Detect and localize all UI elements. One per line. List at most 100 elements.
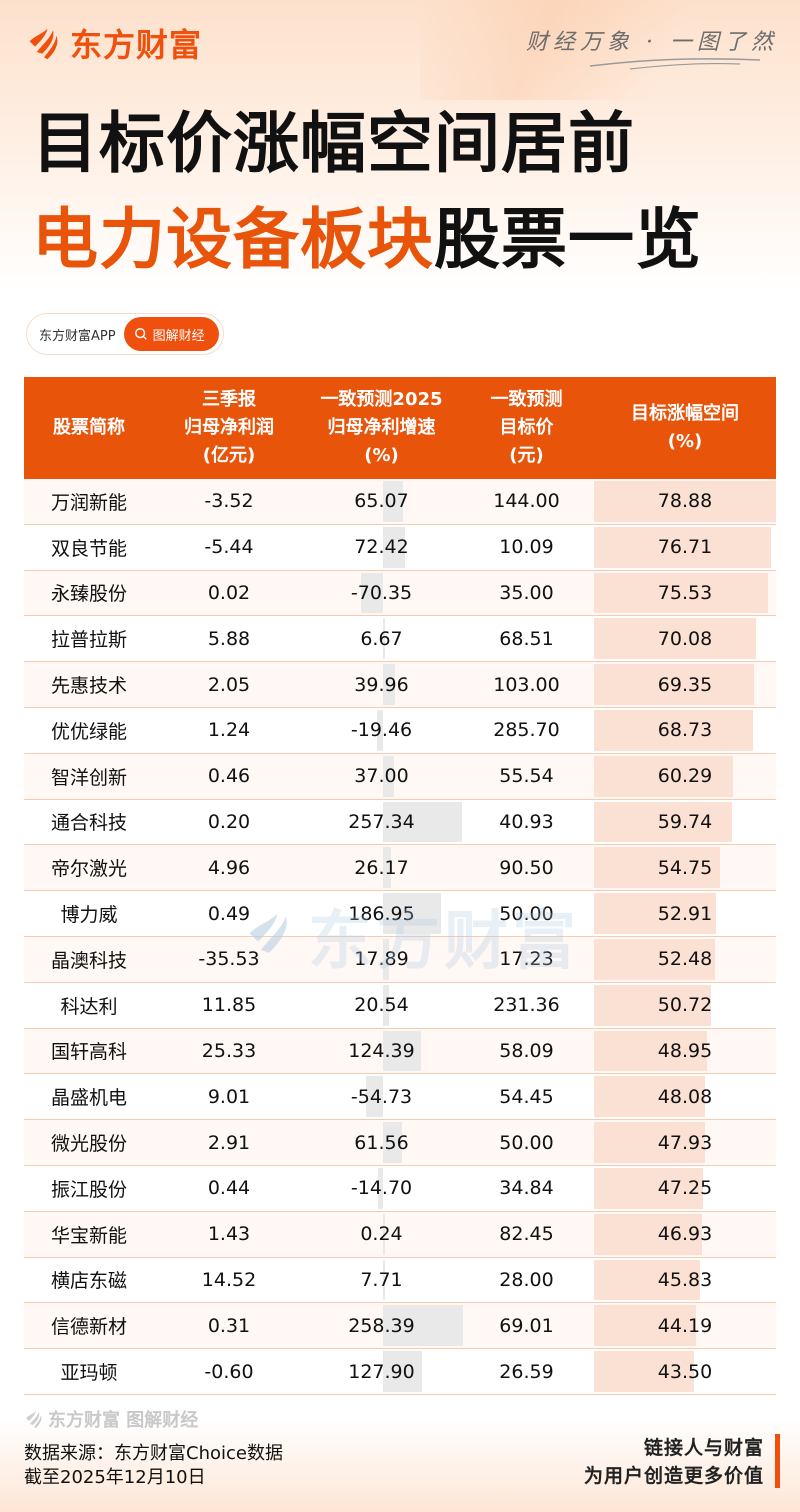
data-date: 截至2025年12月10日	[24, 1467, 206, 1488]
cell-name: 通合科技	[24, 800, 154, 845]
cell-value: 0.20	[207, 810, 251, 833]
table-body: 万润新能 -3.52 65.07 144.00 78.88 双良节能 -5.44 72.42 1…	[24, 479, 776, 1395]
column-header-line: (亿元)	[202, 445, 256, 466]
cell-value: 10.09	[499, 536, 554, 559]
cell-name: 永臻股份	[24, 571, 154, 616]
upside-bar	[594, 1122, 705, 1163]
growth-bar	[383, 526, 406, 568]
cell-value: 44.19	[657, 1314, 713, 1337]
brand-logo-icon	[29, 28, 58, 60]
cell-value: 7.71	[360, 1268, 403, 1291]
upside-bar	[594, 755, 734, 797]
cell-target-price: 40.93	[459, 800, 594, 845]
cell-value: 信德新材	[50, 1316, 127, 1339]
cell-value: 90.50	[499, 856, 554, 879]
column-header-line: 一致预测2025	[320, 389, 443, 410]
data-source: 数据来源：东方财富Choice数据	[24, 1443, 283, 1464]
cell-value: 0.46	[207, 765, 251, 788]
search-button[interactable]: 图解财经	[123, 317, 219, 351]
app-search-pill: 东方财富APP 图解财经	[26, 313, 224, 355]
footer-brand-text: 东方财富 图解财经	[48, 1410, 199, 1431]
column-header: 股票简称	[24, 377, 154, 479]
cell-growth-2025: 6.67	[304, 616, 459, 661]
cell-value: 万润新能	[50, 491, 127, 514]
column-header-line: (%)	[667, 431, 703, 452]
cell-value: 103.00	[493, 673, 560, 696]
upside-bar	[594, 664, 754, 705]
stock-table: 股票简称 三季报 归母净利润 (亿元) 一致预测2025 归母净利增速 (%) 一致预测 目标价…	[24, 377, 776, 1395]
cell-value: 11.85	[201, 994, 257, 1017]
cell-q3-profit: 0.02	[154, 571, 304, 616]
cell-q3-profit: 2.91	[154, 1120, 304, 1165]
cell-name: 信德新材	[24, 1303, 154, 1348]
cell-growth-2025: 17.89	[304, 937, 459, 982]
cell-value: -5.44	[204, 536, 254, 559]
cell-target-price: 285.70	[459, 708, 594, 753]
cell-value: -3.52	[204, 490, 254, 513]
table-row: 帝尔激光 4.96 26.17 90.50 54.75	[24, 845, 776, 892]
cell-q3-profit: 11.85	[154, 983, 304, 1028]
cell-upside: 78.88	[594, 479, 776, 524]
cell-upside: 60.29	[594, 754, 776, 799]
cell-value: 48.95	[657, 1039, 713, 1062]
cell-name: 晶澳科技	[24, 937, 154, 982]
brand-name: 东方财富	[70, 26, 203, 64]
cell-q3-profit: 0.49	[154, 891, 304, 936]
cell-target-price: 144.00	[459, 479, 594, 524]
growth-bar	[377, 709, 383, 751]
table-header: 股票简称 三季报 归母净利润 (亿元) 一致预测2025 归母净利增速 (%) 一致预测 目标价…	[24, 377, 776, 479]
cell-value: 231.36	[493, 994, 560, 1017]
cell-value: 国轩高科	[50, 1041, 127, 1064]
cell-q3-profit: 5.88	[154, 616, 304, 661]
cell-value: 科达利	[60, 995, 118, 1018]
cell-value: 26.17	[354, 856, 409, 879]
cell-upside: 45.83	[594, 1258, 776, 1303]
growth-bar	[383, 755, 395, 797]
table-row: 科达利 11.85 20.54 231.36 50.72	[24, 982, 776, 1029]
cell-value: 72.42	[354, 536, 409, 559]
cell-value: 华宝新能	[50, 1224, 127, 1247]
cell-name: 智洋创新	[24, 754, 154, 799]
cell-value: 65.07	[354, 490, 409, 513]
cell-value: 26.59	[499, 1360, 554, 1383]
cell-value: 52.48	[657, 948, 713, 971]
cell-value: 横店东磁	[50, 1270, 127, 1293]
cell-value: 35.00	[499, 581, 554, 604]
cell-growth-2025: 186.95	[304, 891, 459, 936]
cell-value: 先惠技术	[50, 675, 127, 698]
upside-bar	[594, 984, 712, 1026]
upside-bar	[594, 618, 756, 660]
upside-bar	[594, 801, 732, 843]
growth-bar	[383, 893, 441, 934]
cell-value: 0.02	[207, 581, 251, 604]
cell-name: 微光股份	[24, 1120, 154, 1165]
cell-value: 双良节能	[50, 537, 127, 560]
cell-value: 54.45	[499, 1085, 554, 1108]
cell-growth-2025: 72.42	[304, 525, 459, 570]
cell-q3-profit: 9.01	[154, 1074, 304, 1119]
table-row: 晶澳科技 -35.53 17.89 17.23 52.48	[24, 936, 776, 983]
table-row: 信德新材 0.31 258.39 69.01 44.19	[24, 1303, 776, 1350]
cell-growth-2025: 7.71	[304, 1258, 459, 1303]
column-header-line: 归母净利润	[184, 417, 274, 438]
cell-value: 69.01	[499, 1314, 554, 1337]
search-button-label: 图解财经	[152, 328, 205, 344]
cell-upside: 54.75	[594, 845, 776, 890]
cell-target-price: 26.59	[459, 1349, 594, 1394]
cell-value: 258.39	[348, 1314, 415, 1337]
cell-name: 横店东磁	[24, 1258, 154, 1303]
cell-value: 14.52	[201, 1268, 257, 1291]
cell-value: 2.91	[207, 1131, 251, 1154]
cell-value: 50.00	[499, 1131, 554, 1154]
cell-upside: 47.25	[594, 1166, 776, 1211]
cell-upside: 59.74	[594, 800, 776, 845]
cell-value: 拉普拉斯	[50, 629, 127, 652]
table-row: 华宝新能 1.43 0.24 82.45 46.93	[24, 1211, 776, 1258]
upside-bar	[594, 1030, 707, 1072]
cell-target-price: 69.01	[459, 1303, 594, 1348]
cell-value: 博力威	[60, 904, 118, 927]
cell-value: 9.01	[207, 1085, 251, 1108]
footer-slogan-line2: 为用户创造更多价值	[583, 1465, 764, 1487]
cell-upside: 76.71	[594, 525, 776, 570]
cell-name: 优优绿能	[24, 708, 154, 753]
